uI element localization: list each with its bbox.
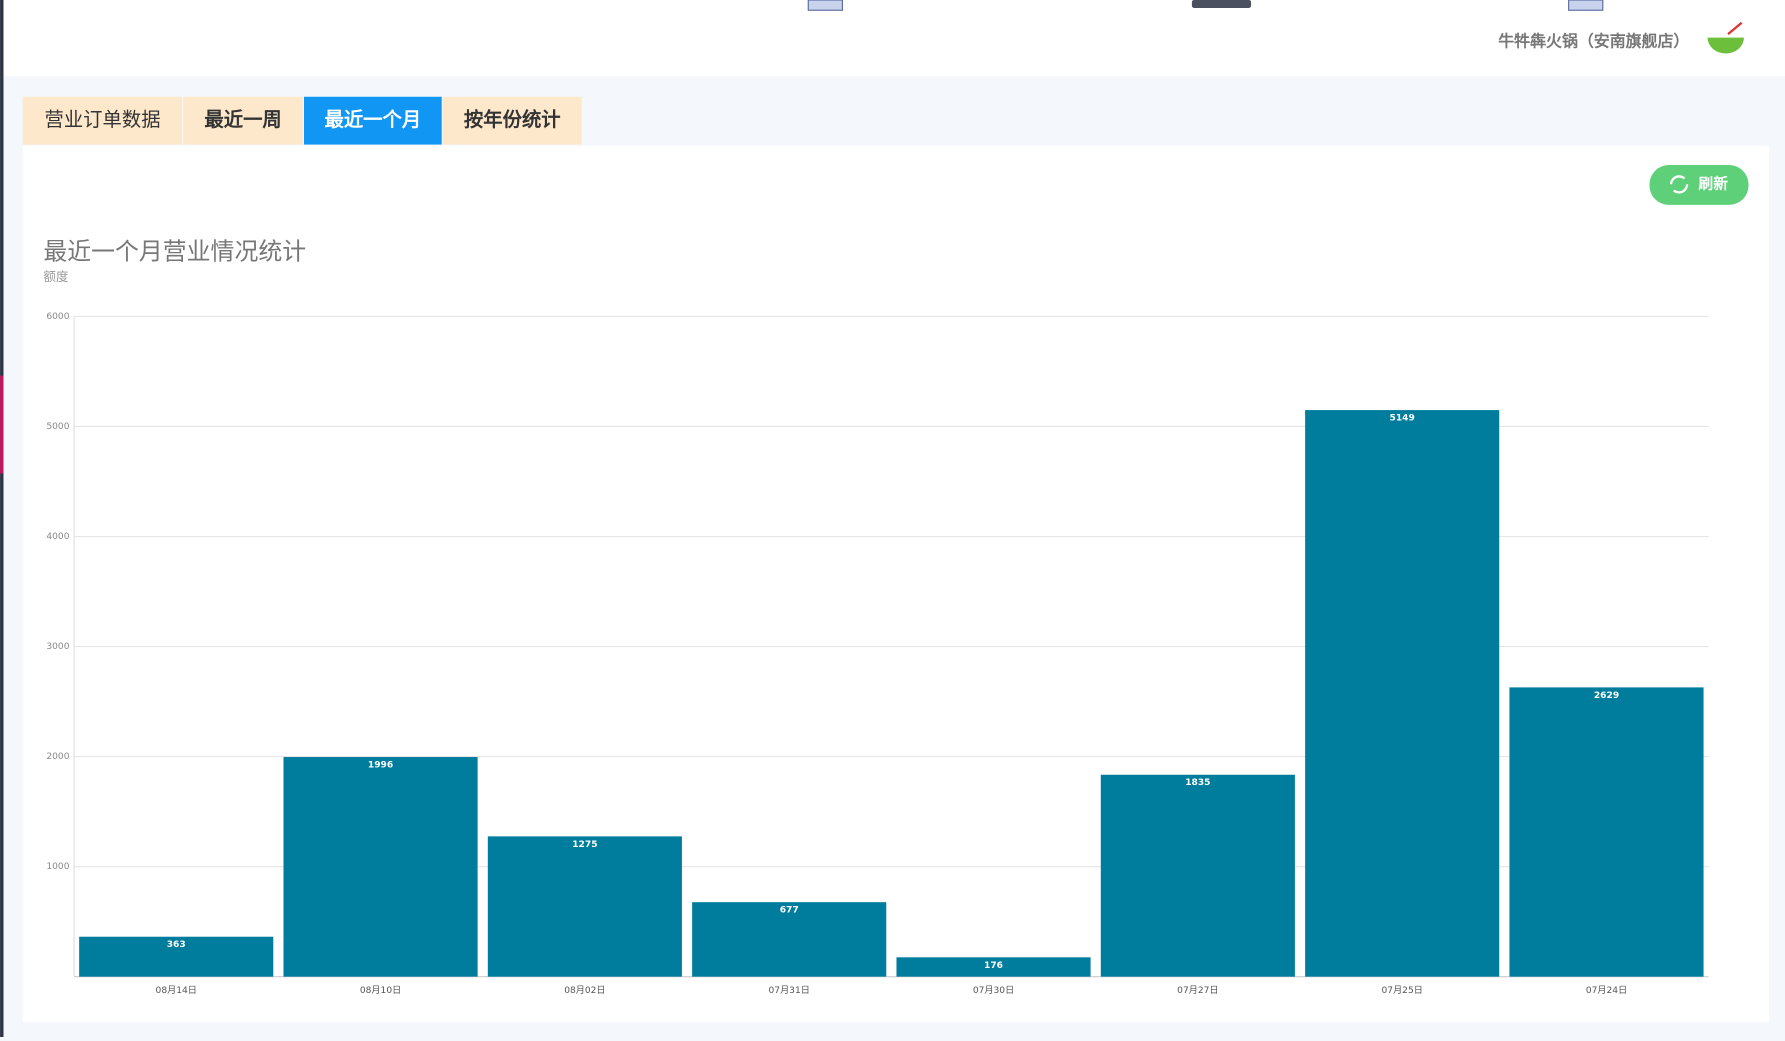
x-tick-label: 08月02日 bbox=[564, 985, 605, 996]
value-label: 1835 bbox=[1185, 778, 1210, 788]
tab[interactable] bbox=[22, 96, 183, 145]
bar bbox=[1509, 687, 1704, 977]
value-label: 363 bbox=[167, 940, 186, 950]
refresh-icon bbox=[1669, 175, 1689, 194]
chart-title: 最近一个月营业情况统计 bbox=[43, 238, 306, 266]
value-label: 677 bbox=[780, 906, 799, 916]
top-icon bbox=[807, 0, 843, 11]
x-tick-label: 07月24日 bbox=[1586, 985, 1627, 996]
bar bbox=[79, 936, 274, 977]
y-tick-label: 1000 bbox=[46, 862, 69, 872]
tab-label[interactable]: 营业订单数据 bbox=[44, 108, 160, 131]
top-bar bbox=[0, 0, 1785, 77]
logo bbox=[1707, 37, 1744, 54]
tab[interactable] bbox=[183, 96, 303, 145]
store-name: 牛牪犇火锅（安南旗舰店） bbox=[1498, 32, 1689, 51]
tab-label[interactable]: 最近一周 bbox=[204, 108, 281, 131]
value-label: 2629 bbox=[1594, 691, 1619, 701]
y-tick-label: 3000 bbox=[46, 642, 69, 652]
y-tick-label: 5000 bbox=[46, 422, 69, 432]
bar bbox=[487, 836, 682, 977]
tab[interactable] bbox=[442, 96, 582, 145]
tab-label[interactable]: 按年份统计 bbox=[464, 108, 561, 131]
refresh-button[interactable] bbox=[1649, 165, 1749, 205]
value-label: 5149 bbox=[1390, 414, 1415, 424]
left-edge bbox=[0, 0, 4, 1037]
value-label: 1996 bbox=[368, 761, 393, 771]
x-tick-label: 07月27日 bbox=[1177, 985, 1218, 996]
bar bbox=[1100, 774, 1295, 977]
y-axis-title: 额度 bbox=[43, 269, 69, 284]
x-tick-label: 08月10日 bbox=[360, 985, 401, 996]
y-tick-label: 6000 bbox=[46, 312, 69, 322]
x-tick-label: 08月14日 bbox=[156, 985, 197, 996]
value-label: 176 bbox=[984, 961, 1003, 971]
logo-chopsticks bbox=[1727, 21, 1743, 36]
tab[interactable] bbox=[303, 96, 442, 145]
y-tick-label: 4000 bbox=[46, 532, 69, 542]
bar bbox=[1305, 410, 1500, 977]
value-label: 1275 bbox=[572, 840, 597, 850]
top-icon bbox=[1568, 0, 1604, 11]
left-edge-mark bbox=[0, 375, 4, 474]
tab-bar: 营业订单数据 最近一周 最近一个月 按年份统计 bbox=[22, 96, 582, 145]
y-tick-label: 2000 bbox=[46, 752, 69, 762]
x-tick-label: 07月25日 bbox=[1382, 985, 1423, 996]
x-tick-label: 07月30日 bbox=[973, 985, 1014, 996]
refresh-label[interactable]: 刷新 bbox=[1698, 174, 1728, 192]
bar bbox=[283, 757, 478, 977]
bar bbox=[692, 902, 887, 977]
tab-label[interactable]: 最近一个月 bbox=[324, 108, 421, 131]
top-icon bbox=[1191, 0, 1252, 8]
bar bbox=[896, 957, 1091, 977]
x-tick-label: 07月31日 bbox=[769, 985, 810, 996]
